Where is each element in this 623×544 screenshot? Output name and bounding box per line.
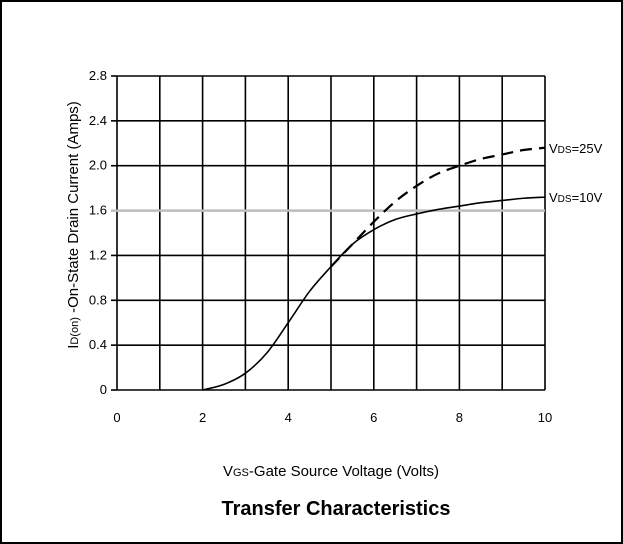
series-label-vds-25v: VDS=25V xyxy=(549,141,603,156)
series-line-vds-25v xyxy=(330,146,546,268)
x-tick-labels: 0 2 4 6 8 10 xyxy=(113,410,552,425)
x-tick-label: 4 xyxy=(285,410,292,425)
y-axis-label-prefix: I xyxy=(65,345,82,349)
y-tick-label: 1.2 xyxy=(89,247,107,262)
y-tick-label: 0 xyxy=(100,382,107,397)
series-label-prefix: V xyxy=(549,141,558,156)
grid xyxy=(111,75,546,391)
y-axis-label-sub: D(on) xyxy=(69,317,81,345)
x-tick-label: 6 xyxy=(370,410,377,425)
y-axis-label: ID(on) -On-State Drain Current (Amps) xyxy=(65,101,82,349)
y-tick-label: 2.0 xyxy=(89,158,107,173)
y-tick-labels: 0 0.4 0.8 1.2 1.6 2.0 2.4 2.8 xyxy=(89,68,107,397)
series-layer xyxy=(202,146,546,391)
y-tick-label: 2.4 xyxy=(89,113,107,128)
y-tick-label: 0.8 xyxy=(89,292,107,307)
x-axis-label-sub: GS xyxy=(233,467,249,479)
x-tick-label: 2 xyxy=(199,410,206,425)
y-axis-label-main: -On-State Drain Current (Amps) xyxy=(65,101,82,317)
x-tick-label: 0 xyxy=(113,410,120,425)
x-axis-label: VGS-Gate Source Voltage (Volts) xyxy=(223,463,439,480)
y-tick-label: 2.8 xyxy=(89,68,107,83)
y-tick-label: 0.4 xyxy=(89,337,107,352)
series-label-vds-10v: VDS=10V xyxy=(549,190,603,205)
x-tick-label: 8 xyxy=(456,410,463,425)
series-label-main: =10V xyxy=(572,190,603,205)
series-label-main: =25V xyxy=(572,141,603,156)
x-axis-label-main: -Gate Source Voltage (Volts) xyxy=(249,463,439,480)
y-tick-label: 1.6 xyxy=(89,203,107,218)
series-label-prefix: V xyxy=(549,190,558,205)
x-axis-label-prefix: V xyxy=(223,463,233,480)
series-label-subscript: DS xyxy=(558,194,572,205)
series-line-vds-10v xyxy=(202,196,546,391)
chart-title: Transfer Characteristics xyxy=(221,498,450,520)
series-label-subscript: DS xyxy=(558,145,572,156)
x-tick-label: 10 xyxy=(538,410,552,425)
